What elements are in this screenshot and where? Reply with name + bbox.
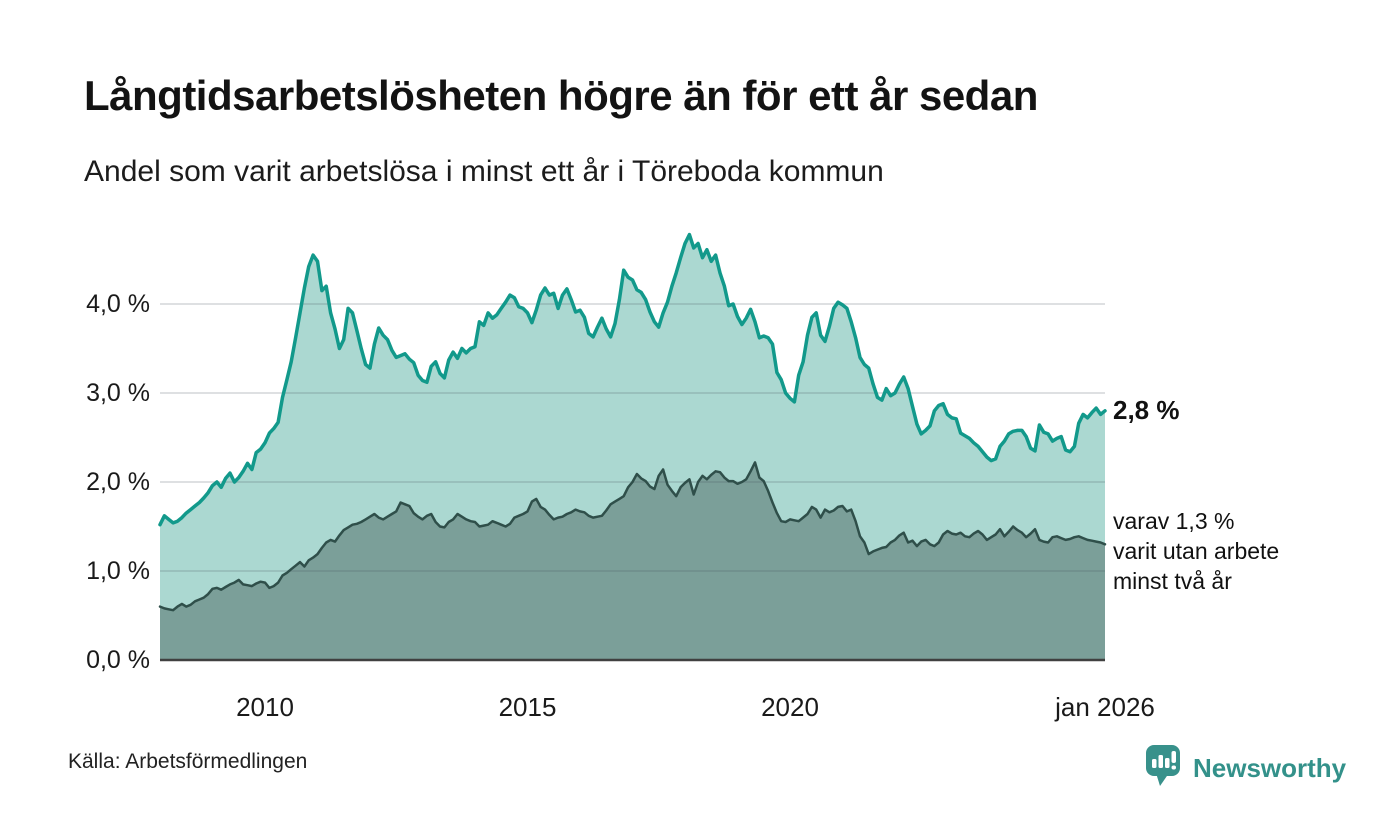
page-subtitle: Andel som varit arbetslösa i minst ett å… (84, 155, 884, 188)
secondary-value-line3: minst två år (1113, 568, 1232, 594)
page-title: Långtidsarbetslösheten högre än för ett … (84, 72, 1038, 119)
newsworthy-logo: Newsworthy (1145, 744, 1346, 793)
newsworthy-wordmark: Newsworthy (1193, 753, 1347, 783)
y-tick-label: 0,0 % (86, 646, 150, 674)
y-tick-label: 3,0 % (86, 379, 150, 407)
x-tick-label: 2015 (498, 692, 557, 722)
newsworthy-pin-barchart-icon (1145, 744, 1183, 793)
x-tick-label: 2010 (236, 692, 294, 722)
last-value-label: 2,8 % (1113, 395, 1180, 425)
source-note: Källa: Arbetsförmedlingen (68, 750, 308, 773)
x-tick-label: jan 2026 (1055, 692, 1155, 722)
lower-line (158, 461, 1107, 612)
y-tick-label: 1,0 % (86, 557, 150, 585)
upper-line (158, 232, 1107, 527)
x-tick-label: 2020 (761, 692, 819, 722)
secondary-value-label: varav 1,3 % varit utan arbete minst två … (1113, 506, 1353, 596)
secondary-value-line2: varit utan arbete (1113, 538, 1280, 564)
secondary-value-line1: varav 1,3 % (1113, 508, 1235, 534)
y-tick-label: 2,0 % (86, 468, 150, 496)
y-tick-label: 4,0 % (86, 290, 150, 318)
